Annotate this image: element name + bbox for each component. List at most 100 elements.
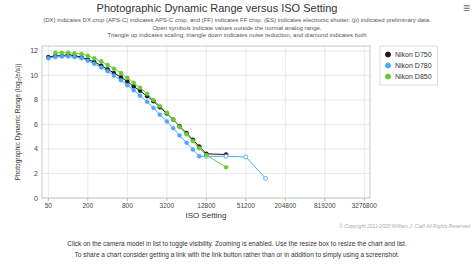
series-line — [48, 55, 226, 155]
x-tick — [87, 198, 88, 201]
legend-marker — [386, 52, 391, 57]
point — [197, 146, 201, 150]
point — [158, 113, 162, 117]
legend-frame — [380, 46, 438, 85]
grid-line — [324, 46, 325, 198]
subtitle: Open symbols indicate values outside the… — [152, 25, 321, 31]
point — [106, 69, 110, 73]
series-line — [55, 53, 226, 168]
footer: © Copyright 2011-2020 William J. Claff A… — [339, 223, 470, 229]
point — [224, 165, 228, 169]
x-tick-label: 800 — [122, 202, 133, 209]
grid-line — [364, 46, 365, 198]
x-tick-label: 204800 — [274, 202, 296, 209]
point — [151, 98, 155, 102]
x-tick-label: 3200 — [160, 202, 175, 209]
point — [178, 133, 182, 137]
y-tick-label: 6 — [34, 121, 38, 128]
point — [125, 80, 129, 84]
x-tick — [206, 198, 207, 201]
y-tick-label: 10 — [30, 72, 38, 79]
legend-marker — [386, 63, 391, 68]
chart: Photographic Dynamic Range versus ISO Se… — [0, 0, 474, 280]
point — [171, 118, 175, 122]
series-line — [48, 56, 265, 178]
point — [112, 67, 116, 71]
open-point — [264, 176, 268, 180]
point — [72, 55, 76, 59]
x-tick — [127, 198, 128, 201]
point — [79, 56, 83, 60]
grid-line — [285, 46, 286, 198]
point — [165, 111, 169, 115]
grid — [42, 46, 370, 198]
point — [92, 56, 96, 60]
x-tick-label: 51200 — [237, 202, 255, 209]
legend-entry: Nikon D780 — [395, 62, 432, 69]
subtitle: (DX) indicates DX crop (APS-C) indicates… — [43, 17, 431, 23]
point — [46, 56, 50, 60]
point — [178, 125, 182, 129]
point — [86, 54, 90, 58]
x-tick-label: 819200 — [314, 202, 336, 209]
point — [125, 76, 129, 80]
point — [158, 104, 162, 108]
x-tick-label: 3276800 — [352, 202, 378, 209]
point — [171, 118, 175, 122]
point — [79, 52, 83, 56]
plot-frame — [42, 46, 370, 198]
point — [165, 119, 169, 123]
x-tick — [285, 198, 286, 201]
point — [138, 94, 142, 98]
point — [132, 84, 136, 88]
point — [185, 141, 189, 145]
point — [66, 54, 70, 58]
open-point — [244, 155, 248, 159]
point — [119, 78, 123, 82]
y-tick-label: 8 — [34, 96, 38, 103]
grid-line — [245, 46, 246, 198]
grid-line — [87, 46, 88, 198]
data — [46, 51, 267, 181]
x-tick-label: 12800 — [197, 202, 215, 209]
point — [53, 51, 57, 55]
point — [106, 63, 110, 67]
y-axis-label: Photographic Dynamic Range (log₂(e/s)) — [14, 64, 22, 181]
point — [204, 153, 208, 157]
point — [197, 154, 201, 158]
point — [191, 148, 195, 152]
x-tick — [48, 198, 49, 201]
x-axis-label: ISO Setting — [186, 211, 227, 220]
x-tick — [364, 198, 365, 201]
point — [99, 65, 103, 69]
y-tick-label: 0 — [34, 195, 38, 202]
point — [66, 51, 70, 55]
point — [119, 71, 123, 75]
grid-line — [48, 46, 49, 198]
x-tick — [245, 198, 246, 201]
legend-entry: Nikon D750 — [395, 51, 432, 58]
point — [171, 126, 175, 130]
note: Click on the camera model in list to tog… — [67, 240, 407, 248]
legend-marker — [386, 74, 391, 79]
menu-icon: ≡ — [463, 1, 470, 15]
point — [112, 73, 116, 77]
point — [151, 106, 155, 110]
title: Photographic Dynamic Range versus ISO Se… — [97, 2, 338, 14]
point — [185, 132, 189, 136]
grid-line — [127, 46, 128, 198]
point — [132, 81, 136, 85]
point — [86, 59, 90, 63]
y-tick-label: 4 — [34, 145, 38, 152]
legend: Nikon D750Nikon D780Nikon D850 — [380, 46, 438, 85]
x-tick-label: 200 — [82, 202, 93, 209]
x-tick — [324, 198, 325, 201]
point — [125, 83, 129, 87]
x-tick-label: 50 — [45, 202, 53, 209]
point — [92, 62, 96, 66]
point — [99, 59, 103, 63]
open-point — [224, 154, 228, 158]
point — [145, 100, 149, 104]
x-tick — [166, 198, 167, 201]
point — [145, 92, 149, 96]
